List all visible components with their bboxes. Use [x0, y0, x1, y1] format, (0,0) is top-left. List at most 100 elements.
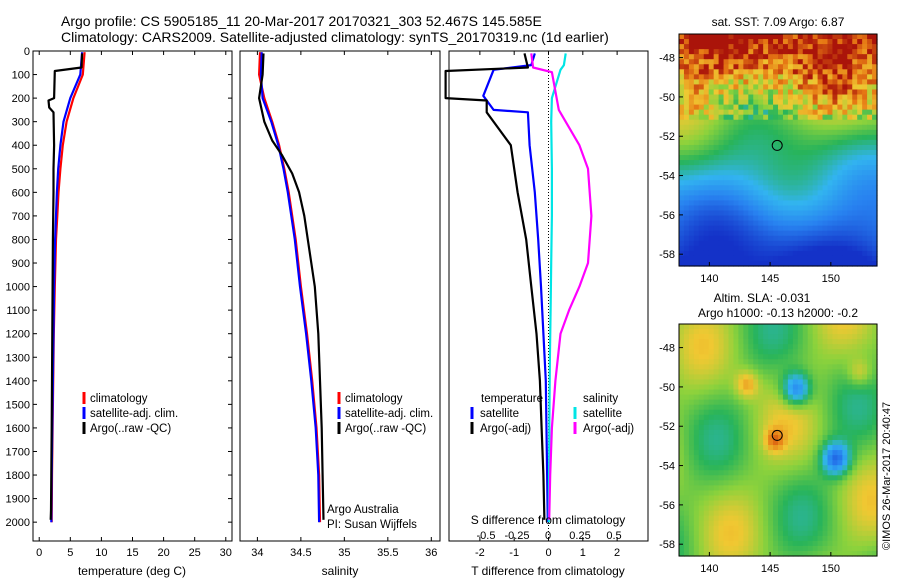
- heatmap-cell: [802, 114, 809, 121]
- heatmap-cell: [807, 495, 814, 502]
- heatmap-cell: [872, 124, 878, 131]
- heatmap-cell: [807, 374, 814, 381]
- heatmap-cell: [738, 64, 744, 70]
- heatmap-cell: [728, 165, 735, 171]
- heatmap-cell: [872, 429, 878, 436]
- heatmap-cell: [738, 190, 744, 196]
- heatmap-cell: [708, 250, 715, 257]
- heatmap-cell: [703, 39, 710, 45]
- heatmap-cell: [758, 535, 764, 542]
- heatmap-cell: [688, 104, 695, 111]
- heatmap-cell: [807, 460, 814, 466]
- heatmap-cell: [842, 540, 848, 547]
- heatmap-cell: [748, 54, 754, 60]
- heatmap-cell: [832, 144, 838, 151]
- heatmap-cell: [679, 220, 685, 227]
- heatmap-cell: [713, 404, 720, 411]
- heatmap-cell: [862, 485, 868, 492]
- heatmap-cell: [688, 69, 695, 75]
- heatmap-cell: [753, 399, 759, 406]
- heatmap-cell: [763, 210, 769, 217]
- heatmap-cell: [787, 460, 794, 466]
- heatmap-cell: [713, 230, 720, 237]
- heatmap-cell: [852, 134, 858, 141]
- heatmap-cell: [708, 235, 715, 242]
- heatmap-cell: [792, 369, 799, 376]
- heatmap-cell: [852, 530, 858, 537]
- heatmap-cell: [807, 359, 814, 365]
- heatmap-cell: [683, 44, 690, 50]
- heatmap-cell: [817, 205, 824, 212]
- heatmap-cell: [768, 94, 774, 101]
- heatmap-cell: [763, 445, 769, 451]
- lat-tick-label: -56: [659, 500, 675, 512]
- heatmap-cell: [753, 109, 759, 116]
- heatmap-cell: [822, 210, 829, 217]
- heatmap-cell: [698, 399, 705, 406]
- heatmap-cell: [723, 144, 730, 151]
- heatmap-cell: [718, 339, 725, 345]
- heatmap-cell: [679, 124, 685, 131]
- heatmap-cell: [693, 550, 700, 557]
- x-tick-label: 35: [338, 547, 350, 559]
- heatmap-cell: [763, 99, 769, 106]
- heatmap-cell: [753, 490, 759, 497]
- heatmap-cell: [713, 495, 720, 502]
- heatmap-cell: [778, 530, 784, 537]
- heatmap-cell: [718, 190, 725, 196]
- heatmap-cell: [822, 160, 829, 166]
- heatmap-cell: [768, 260, 774, 267]
- heatmap-cell: [832, 540, 838, 547]
- heatmap-cell: [792, 359, 799, 365]
- heatmap-cell: [703, 124, 710, 131]
- heatmap-cell: [743, 495, 749, 502]
- heatmap-cell: [782, 540, 789, 547]
- heatmap-cell: [872, 260, 878, 267]
- heatmap-cell: [728, 344, 735, 350]
- heatmap-cell: [708, 460, 715, 466]
- heatmap-cell: [872, 535, 878, 542]
- heatmap-cell: [743, 139, 749, 146]
- heatmap-cell: [718, 215, 725, 222]
- heatmap-cell: [827, 119, 834, 126]
- heatmap-cell: [679, 109, 685, 116]
- heatmap-cell: [748, 44, 754, 50]
- heatmap-cell: [728, 230, 735, 237]
- heatmap-cell: [812, 124, 819, 131]
- heatmap-cell: [832, 424, 838, 431]
- heatmap-cell: [822, 404, 829, 411]
- heatmap-cell: [852, 550, 858, 557]
- heatmap-cell: [807, 180, 814, 186]
- heatmap-cell: [787, 235, 794, 242]
- heatmap-cell: [832, 394, 838, 401]
- heatmap-cell: [802, 445, 809, 451]
- heatmap-cell: [743, 250, 749, 257]
- heatmap-cell: [827, 44, 834, 50]
- heatmap-cell: [778, 235, 784, 242]
- heatmap-cell: [867, 235, 873, 242]
- heatmap-cell: [822, 225, 829, 232]
- heatmap-cell: [862, 450, 868, 456]
- heatmap-cell: [679, 245, 685, 252]
- heatmap-cell: [718, 419, 725, 426]
- heatmap-cell: [842, 475, 848, 481]
- heatmap-cell: [708, 150, 715, 156]
- heatmap-cell: [713, 84, 720, 91]
- heatmap-cell: [683, 170, 690, 176]
- heatmap-cell: [758, 64, 764, 70]
- heatmap-cell: [738, 404, 744, 411]
- heatmap-cell: [792, 144, 799, 151]
- heatmap-cell: [758, 150, 764, 156]
- heatmap-cell: [862, 195, 868, 202]
- heatmap-cell: [723, 235, 730, 242]
- heatmap-cell: [852, 409, 858, 416]
- depth-tick-label: 1800: [6, 470, 30, 482]
- heatmap-cell: [817, 500, 824, 507]
- heatmap-cell: [827, 225, 834, 232]
- heatmap-cell: [807, 225, 814, 232]
- heatmap-cell: [807, 505, 814, 512]
- heatmap-cell: [807, 470, 814, 476]
- heatmap-cell: [842, 344, 848, 350]
- heatmap-cell: [773, 379, 779, 386]
- heatmap-cell: [708, 535, 715, 542]
